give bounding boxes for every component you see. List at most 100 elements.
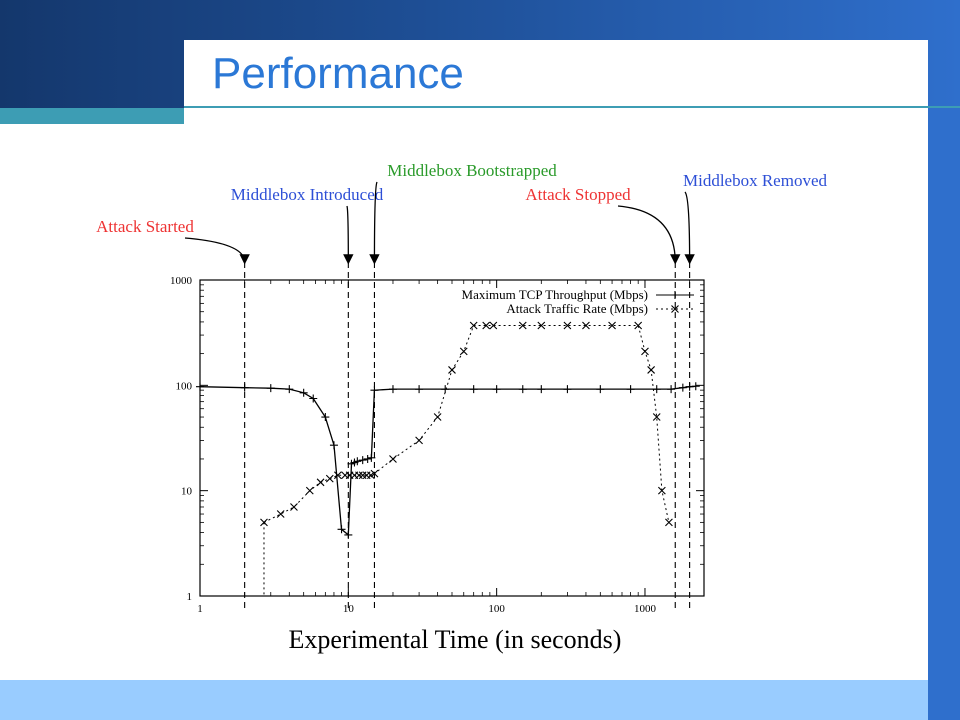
- plus-marker: [285, 385, 294, 394]
- x-axis-label: Experimental Time (in seconds): [289, 625, 622, 654]
- annotation-label: Middlebox Introduced: [231, 185, 384, 204]
- throughput-point: [691, 382, 700, 391]
- x-marker: [608, 321, 616, 330]
- attack-rate-point: [355, 471, 363, 480]
- plot-frame: [199, 279, 705, 597]
- plus-marker: [337, 525, 346, 534]
- plus-marker: [652, 385, 661, 394]
- legend-label: Attack Traffic Rate (Mbps): [506, 301, 648, 316]
- series-layer: [196, 321, 700, 596]
- plus-marker: [344, 530, 353, 539]
- x-marker: [325, 474, 334, 483]
- attack-rate-point: [563, 321, 572, 330]
- x-marker: [305, 486, 314, 495]
- throughput-point: [388, 385, 397, 394]
- x-marker: [537, 321, 546, 330]
- x-marker: [469, 321, 478, 330]
- plus-marker: [367, 453, 376, 462]
- throughput-point: [415, 385, 424, 394]
- attack-rate-point: [582, 321, 590, 330]
- plus-marker: [196, 382, 204, 391]
- plus-marker: [678, 383, 687, 392]
- attack-rate-point: [482, 321, 491, 330]
- plus-marker: [321, 413, 330, 422]
- throughput-point: [667, 385, 676, 394]
- throughput-point: [299, 388, 308, 397]
- y-tick-label: 10: [181, 486, 193, 498]
- annotation-label: Middlebox Bootstrapped: [387, 161, 557, 180]
- plus-marker: [358, 456, 367, 465]
- attack-rate-point: [641, 347, 649, 356]
- attack-rate-point: [333, 471, 342, 480]
- throughput-point: [309, 394, 318, 403]
- x-marker: [665, 518, 673, 527]
- attack-rate-point: [537, 321, 546, 330]
- plus-marker: [363, 454, 372, 463]
- plus-marker: [415, 385, 424, 394]
- x-marker: [657, 486, 666, 495]
- attack-rate-point: [489, 321, 498, 330]
- x-marker: [260, 518, 268, 527]
- attack-rate-point: [316, 478, 325, 487]
- x-marker: [415, 436, 423, 445]
- attack-rate-point: [325, 474, 334, 483]
- throughput-point: [358, 456, 367, 465]
- attack-rate-point: [459, 347, 468, 356]
- throughput-point: [492, 385, 501, 394]
- attack-rate-point: [608, 321, 616, 330]
- legend-marker: [671, 291, 679, 299]
- x-tick-label: 1000: [634, 603, 657, 615]
- throughput-point: [329, 441, 338, 450]
- throughput-point: [344, 530, 353, 539]
- attack-rate-point: [657, 486, 666, 495]
- attack-rate-point: [276, 510, 285, 518]
- x-marker: [652, 413, 661, 421]
- attack-rate-point: [647, 366, 656, 374]
- plus-marker: [518, 385, 527, 394]
- x-marker: [316, 478, 325, 487]
- throughput-point: [537, 385, 546, 394]
- attack-rate-point: [469, 321, 478, 330]
- performance-chart: 1 10 100 1000 1 10 100 1000 Maximum TCP Through…: [96, 161, 828, 654]
- throughput-point: [266, 384, 275, 393]
- plus-marker: [596, 385, 605, 394]
- attack-rate-point: [448, 366, 456, 374]
- x-tick-label: 100: [488, 603, 505, 615]
- x-marker: [459, 347, 468, 356]
- plus-marker: [691, 382, 700, 391]
- throughput-point: [596, 385, 605, 394]
- throughput-point: [626, 385, 635, 394]
- annotation-arrow: [369, 181, 380, 265]
- attack-rate-point: [652, 413, 661, 421]
- throughput-point: [370, 386, 379, 395]
- plus-marker: [329, 441, 338, 450]
- attack-rate-point: [290, 503, 298, 511]
- annotation-arrow: [184, 237, 250, 265]
- plus-marker: [469, 385, 478, 394]
- plus-marker: [309, 394, 318, 403]
- throughput-point: [678, 383, 687, 392]
- plus-marker: [388, 385, 397, 394]
- legend-marker: [671, 305, 679, 313]
- throughput-point: [337, 525, 346, 534]
- footer-band: [0, 680, 928, 720]
- attack-rate-point: [260, 518, 268, 527]
- throughput-point: [652, 385, 661, 394]
- x-marker: [518, 321, 527, 330]
- attack-rate-line: [263, 325, 670, 523]
- x-marker: [433, 413, 442, 421]
- attack-rate-point: [634, 321, 643, 330]
- slide-title: Performance: [212, 49, 464, 98]
- throughput-point: [518, 385, 527, 394]
- attack-rate-point: [389, 455, 397, 463]
- throughput-point: [441, 385, 450, 394]
- x-marker: [389, 455, 397, 463]
- attack-rate-point: [433, 413, 442, 421]
- event-lines: [244, 262, 691, 610]
- annotation-label: Middlebox Removed: [683, 171, 828, 190]
- plus-marker: [370, 386, 379, 395]
- throughput-point: [240, 383, 249, 392]
- title-panel: [184, 40, 928, 106]
- plus-marker: [441, 385, 450, 394]
